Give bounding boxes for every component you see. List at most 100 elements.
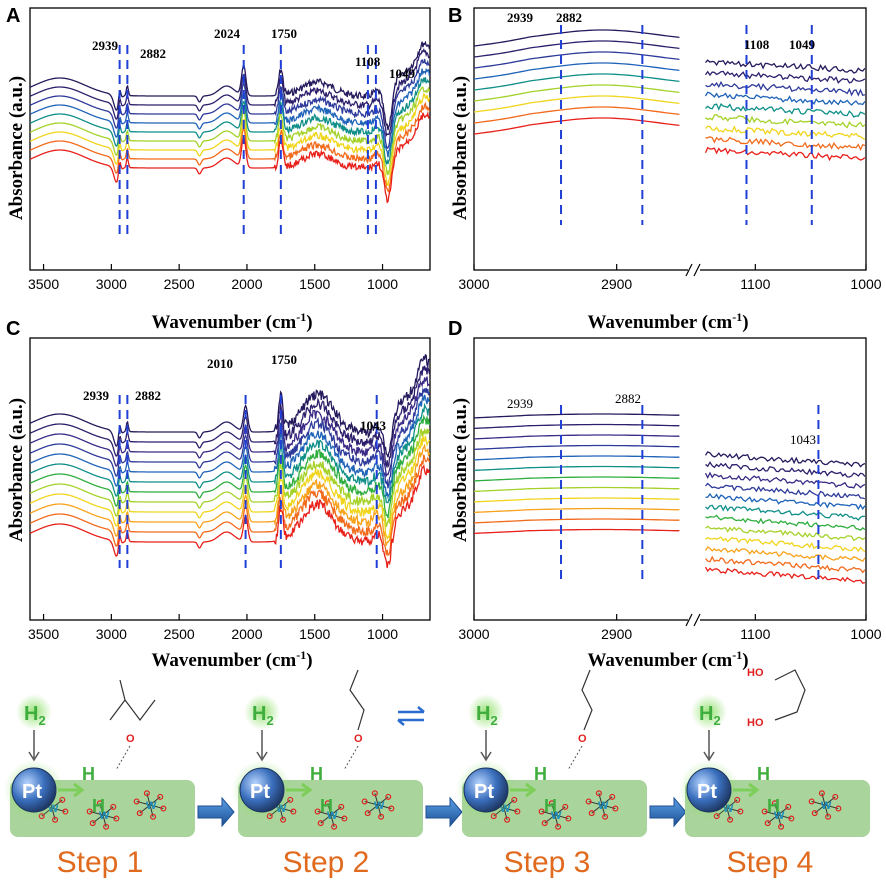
d-series-right-5 (705, 492, 866, 511)
b-series-left-4 (473, 62, 680, 80)
o-atom (602, 813, 609, 820)
panel-d-letter: D (448, 318, 462, 340)
o-atom (504, 816, 511, 823)
o-atom (338, 803, 345, 810)
o-atom (110, 803, 117, 810)
molecule-o-label: O (126, 733, 135, 745)
o-atom (371, 790, 378, 797)
h2-subscript: 2 (490, 713, 497, 728)
panel-b-markers (560, 25, 813, 225)
h2-arrow (480, 730, 492, 762)
w-atom: W (821, 800, 832, 812)
d-tick-label-2900: 2900 (601, 626, 632, 642)
b-series-right-4 (704, 91, 866, 106)
ann-d-2882: 2882 (615, 391, 641, 406)
d-series-left-3 (473, 434, 680, 440)
a-tick-label-1500: 1500 (299, 276, 330, 292)
o-atom (361, 798, 368, 805)
o-atom (160, 805, 167, 812)
b-series-right-8 (705, 136, 866, 152)
ann-c-2939: 2939 (83, 388, 110, 403)
product-oh-bottom: HO (747, 717, 764, 729)
pt-particle (686, 767, 732, 813)
o-atom (548, 800, 555, 807)
d-tick-label-3000: 3000 (458, 626, 489, 642)
molecule-o-label: O (354, 733, 363, 745)
c-series-2 (29, 365, 431, 469)
o-atom (280, 816, 287, 823)
c-series-11 (29, 454, 431, 557)
o-atom (835, 805, 842, 812)
panel-d-break-mark-2 (693, 613, 701, 627)
panel-b-series (473, 29, 866, 162)
a-series-6 (29, 86, 431, 176)
o-atom (52, 816, 59, 823)
o-atom (388, 805, 395, 812)
panel-d-xlabel: Wavenumber (cm-1) (587, 648, 748, 671)
a-tick-label-2500: 2500 (164, 276, 195, 292)
h2-glow (244, 694, 280, 730)
w-atom: W (327, 810, 338, 822)
ann-a-2939: 2939 (92, 38, 119, 53)
d-series-left-1 (473, 413, 680, 419)
h2-arrow (28, 730, 40, 762)
o-atom (341, 815, 348, 822)
panel-b: B 3000 2900 1100 1000 2939 2882 1108 1049 A… (448, 5, 882, 333)
d-series-left-10 (473, 507, 680, 514)
c-tick-label-2500: 2500 (164, 626, 195, 642)
panel-a-frame (29, 7, 431, 271)
panel-c-xlabel: Wavenumber (cm-1) (151, 648, 312, 671)
c-series-12 (29, 464, 431, 569)
d-series-right-2 (705, 461, 866, 478)
c-tick-label-3500: 3500 (28, 626, 59, 642)
spillover-arrow (733, 782, 760, 798)
o-atom (778, 823, 785, 830)
h-atom-lower: H (544, 796, 557, 816)
o-atom (385, 793, 392, 800)
a-series-4 (29, 67, 431, 158)
b-series-left-5 (473, 73, 680, 91)
h-bond (567, 745, 583, 771)
d-series-right-6 (705, 504, 865, 521)
molecule-chain (581, 669, 593, 731)
panel-d-series (473, 413, 866, 584)
c-series-1 (29, 353, 430, 458)
o-atom (113, 815, 120, 822)
o-atom (157, 793, 164, 800)
d-tick-label-1000: 1000 (850, 626, 881, 642)
h2-glow (468, 694, 504, 730)
ann-b-1049: 1049 (789, 37, 816, 52)
a-series-5 (29, 77, 430, 166)
d-series-right-12 (704, 566, 866, 584)
pt-particle (463, 767, 509, 813)
h2-arrow (256, 730, 268, 762)
h2-subscript: 2 (266, 713, 273, 728)
panel-d-ylabel: Absorbance (a.u.) (450, 398, 471, 542)
step-4-scene: WWWPtH2HHHOHO (679, 667, 870, 837)
b-tick-label-1100: 1100 (740, 276, 770, 292)
h2-arrow (703, 730, 715, 762)
step-3-label: Step 3 (504, 846, 591, 879)
molecule-chain (349, 669, 365, 731)
panel-d-ticks: 3000 2900 1100 1000 (458, 614, 882, 642)
o-atom (541, 820, 548, 827)
panel-b-xlabel: Wavenumber (cm-1) (587, 310, 748, 333)
o-atom (785, 803, 792, 810)
a-tick-label-1000: 1000 (367, 276, 398, 292)
o-atom (324, 800, 331, 807)
c-tick-label-1000: 1000 (367, 626, 398, 642)
o-atom (737, 808, 744, 815)
molecule-chain (109, 679, 156, 721)
o-atom (764, 820, 771, 827)
o-atom (378, 813, 385, 820)
h-atom-upper: H (534, 764, 547, 784)
w-atom: W (99, 810, 110, 822)
o-atom (609, 793, 616, 800)
b-series-right-3 (705, 80, 866, 97)
h-bond (115, 745, 131, 771)
d-series-left-4 (473, 444, 680, 451)
d-series-right-8 (705, 525, 866, 542)
b-series-left-8 (473, 106, 680, 124)
d-series-right-1 (704, 451, 866, 468)
d-series-right-4 (705, 482, 866, 500)
